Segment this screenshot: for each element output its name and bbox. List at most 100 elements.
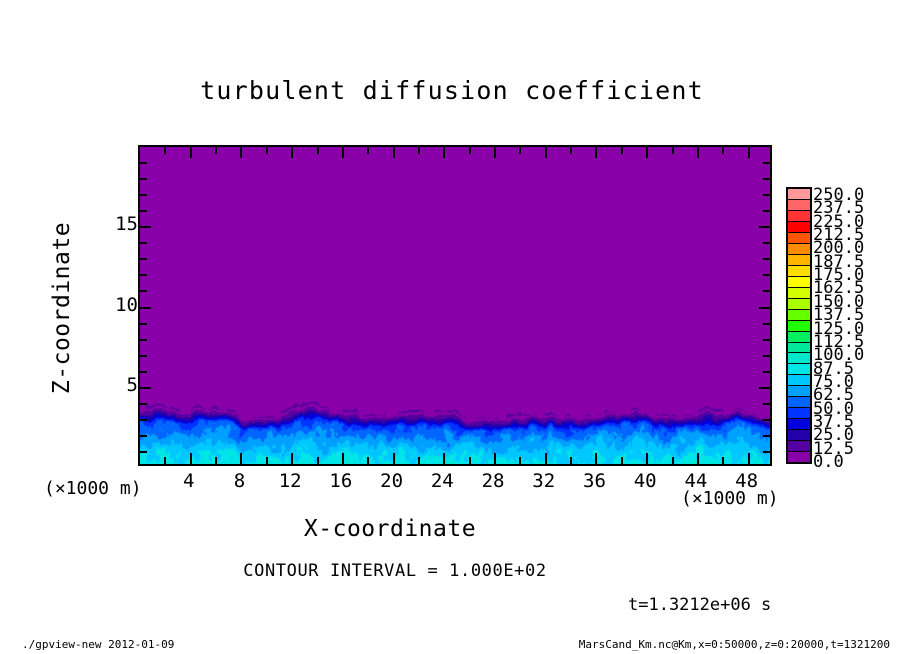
x-tick xyxy=(747,147,750,158)
y-tick xyxy=(763,162,770,165)
colorbar-band xyxy=(788,342,810,354)
colorbar-band xyxy=(788,408,810,420)
x-tick xyxy=(341,147,344,158)
x-tick xyxy=(265,147,268,154)
y-tick xyxy=(763,242,770,245)
y-tick xyxy=(759,306,770,309)
y-tick xyxy=(140,370,147,373)
colorbar-tick-label: 62.5 xyxy=(813,385,854,406)
colorbar-band xyxy=(788,298,810,310)
x-tick xyxy=(240,453,243,464)
colorbar-tick-label: 125.0 xyxy=(813,318,865,339)
colorbar-band xyxy=(788,309,810,321)
colorbar-tick-label: 25.0 xyxy=(813,425,854,446)
y-tick xyxy=(763,290,770,293)
x-tick-label: 40 xyxy=(633,470,657,492)
x-tick xyxy=(696,147,699,158)
y-tick xyxy=(763,434,770,437)
colorbar-band xyxy=(788,397,810,409)
y-tick xyxy=(763,338,770,341)
y-tick xyxy=(140,210,147,213)
x-tick xyxy=(494,453,497,464)
x-tick xyxy=(570,457,573,464)
x-tick-label: 8 xyxy=(233,470,246,492)
colorbar-tick-label: 212.5 xyxy=(813,225,865,246)
y-tick xyxy=(763,354,770,357)
x-tick xyxy=(367,147,370,154)
colorbar-band xyxy=(788,441,810,453)
x-tick xyxy=(265,457,268,464)
colorbar-tick-label: 75.0 xyxy=(813,371,854,392)
colorbar-band xyxy=(788,232,810,244)
y-tick xyxy=(140,434,147,437)
x-tick xyxy=(189,453,192,464)
x-tick-label: 32 xyxy=(532,470,556,492)
colorbar-band xyxy=(788,419,810,431)
colorbar-band xyxy=(788,211,810,223)
y-tick xyxy=(140,178,147,181)
x-tick xyxy=(341,453,344,464)
y-tick xyxy=(763,322,770,325)
colorbar-tick-label: 87.5 xyxy=(813,358,854,379)
x-tick xyxy=(696,453,699,464)
y-tick xyxy=(763,418,770,421)
x-tick xyxy=(367,457,370,464)
y-tick xyxy=(763,450,770,453)
y-tick xyxy=(763,194,770,197)
colorbar-band xyxy=(788,254,810,266)
colorbar-band xyxy=(788,189,810,201)
y-tick xyxy=(140,194,147,197)
colorbar-band xyxy=(788,386,810,398)
x-tick xyxy=(417,147,420,154)
colorbar-tick-label: 37.5 xyxy=(813,411,854,432)
x-tick-label: 48 xyxy=(735,470,759,492)
contour-interval-label: CONTOUR INTERVAL = 1.000E+02 xyxy=(243,561,547,581)
heatmap-field xyxy=(140,147,770,464)
x-tick xyxy=(164,147,167,154)
x-tick xyxy=(747,453,750,464)
x-tick xyxy=(646,147,649,158)
x-tick xyxy=(215,457,218,464)
y-tick xyxy=(763,178,770,181)
x-tick-label: 4 xyxy=(182,470,195,492)
colorbar-tick-label: 112.5 xyxy=(813,331,865,352)
colorbar-band xyxy=(788,331,810,343)
x-tick xyxy=(240,147,243,158)
y-tick xyxy=(763,210,770,213)
colorbar-band xyxy=(788,452,810,462)
x-tick xyxy=(519,457,522,464)
y-tick xyxy=(763,274,770,277)
x-tick xyxy=(468,147,471,154)
x-unit-left-label: (×1000 m) xyxy=(44,478,142,499)
y-tick xyxy=(763,258,770,261)
x-tick-label: 12 xyxy=(278,470,302,492)
y-tick xyxy=(140,290,147,293)
colorbar-tick-label: 200.0 xyxy=(813,238,865,259)
x-tick xyxy=(291,147,294,158)
y-tick xyxy=(140,402,147,405)
colorbar-band xyxy=(788,320,810,332)
footer-source: MarsCand_Km.nc@Km,x=0:50000,z=0:20000,t=… xyxy=(578,638,890,651)
y-tick xyxy=(140,274,147,277)
colorbar-band xyxy=(788,200,810,212)
footer-command: ./gpview-new 2012-01-09 xyxy=(22,638,175,651)
x-tick xyxy=(722,147,725,154)
x-axis-title: X-coordinate xyxy=(303,516,477,542)
colorbar-tick-label: 100.0 xyxy=(813,345,865,366)
x-unit-right-label: (×1000 m) xyxy=(681,488,779,509)
y-tick xyxy=(140,450,147,453)
y-tick xyxy=(140,226,151,229)
x-tick xyxy=(392,147,395,158)
colorbar-tick-label: 225.0 xyxy=(813,211,865,232)
x-tick xyxy=(417,457,420,464)
y-tick xyxy=(140,306,151,309)
x-tick xyxy=(595,453,598,464)
colorbar-tick-label: 175.0 xyxy=(813,265,865,286)
colorbar-band xyxy=(788,222,810,233)
x-tick xyxy=(443,147,446,158)
x-tick xyxy=(164,457,167,464)
x-tick xyxy=(215,147,218,154)
colorbar-labels: 250.0 237.5 225.0 212.5 200.0 187.5 175.0 162.5… xyxy=(813,180,893,472)
y-tick xyxy=(140,242,147,245)
